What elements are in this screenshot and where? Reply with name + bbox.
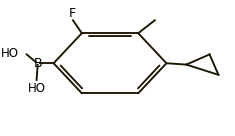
Text: HO: HO <box>1 47 19 60</box>
Text: B: B <box>33 57 42 70</box>
Text: HO: HO <box>27 82 46 95</box>
Text: F: F <box>68 7 75 20</box>
